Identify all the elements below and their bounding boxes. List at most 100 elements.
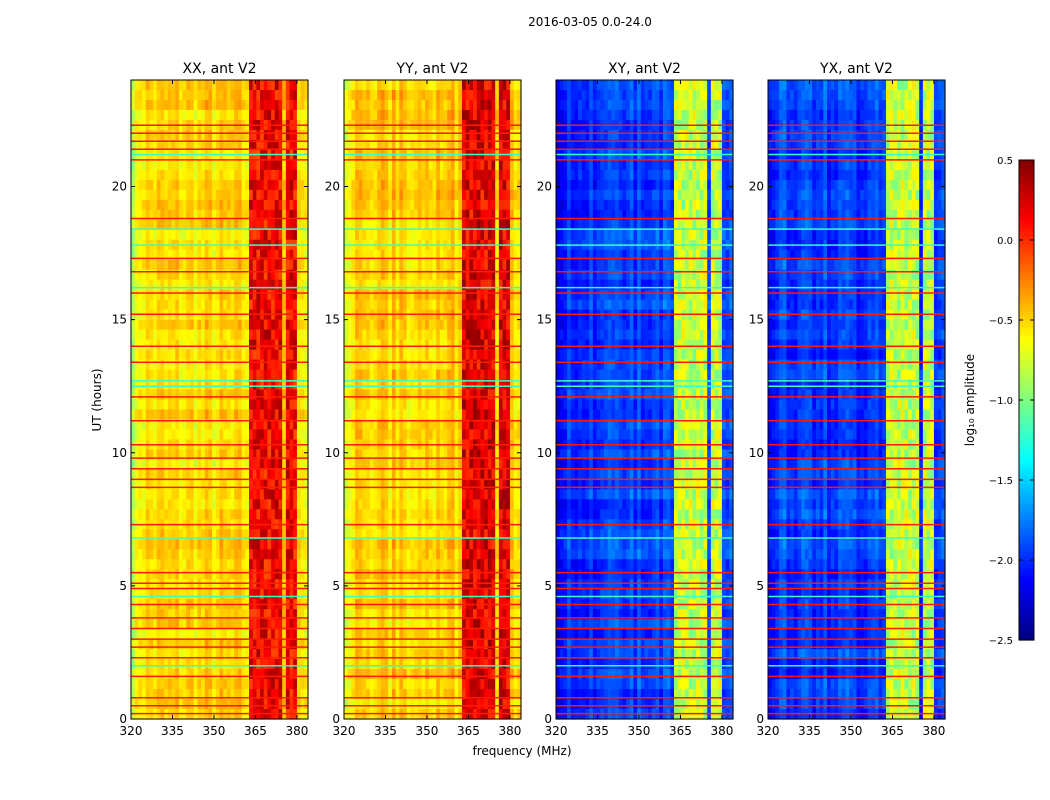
heatmap-cell [395, 449, 400, 461]
heatmap-cell [234, 299, 239, 311]
heatmap-cell [186, 689, 191, 700]
heatmap-cell [212, 359, 217, 371]
heatmap-cell [513, 209, 518, 221]
heatmap-cell [355, 249, 360, 261]
heatmap-cell [131, 529, 136, 540]
heatmap-cell [178, 159, 184, 171]
heatmap-cell [476, 80, 482, 91]
heatmap-cell [293, 579, 298, 590]
heatmap-cell [260, 359, 265, 371]
heatmap-cell [278, 349, 283, 361]
heatmap-cell [417, 459, 423, 470]
heatmap-cell [282, 269, 287, 281]
heatmap-cell [204, 159, 210, 171]
heatmap-cell [421, 359, 426, 371]
heatmap-cell [344, 99, 349, 111]
heatmap-cell [182, 589, 187, 600]
heatmap-cell [208, 269, 213, 281]
heatmap-cell [513, 189, 518, 201]
heatmap-cell [428, 189, 434, 201]
heatmap-cell [201, 359, 206, 371]
heatmap-cell [300, 479, 305, 490]
heatmap-cell [300, 459, 305, 470]
heatmap-cell [226, 479, 232, 490]
heatmap-cell [160, 189, 165, 201]
heatmap-cell [274, 669, 280, 680]
heatmap-cell [197, 679, 202, 690]
heatmap-cell [300, 449, 305, 461]
heatmap-cell [296, 349, 302, 361]
heatmap-cell [282, 459, 287, 470]
heatmap-cell [506, 349, 511, 361]
heatmap-cell [260, 259, 265, 271]
heatmap-cell [271, 589, 276, 600]
heatmap-cell [149, 299, 154, 311]
heatmap-cell [377, 449, 382, 461]
heatmap-cell [252, 609, 257, 620]
heatmap-cell [193, 299, 198, 311]
heatmap-cell [145, 669, 151, 680]
heatmap-cell [388, 379, 393, 391]
heatmap-cell [278, 299, 283, 311]
heatmap-cell [369, 99, 375, 111]
heatmap-cell [344, 279, 349, 291]
heatmap-cell [223, 529, 228, 540]
heatmap-cell [178, 489, 184, 500]
heatmap-cell [131, 139, 136, 151]
heatmap-cell [212, 389, 217, 401]
heatmap-cell [391, 449, 397, 461]
heatmap-cell [237, 429, 243, 441]
heatmap-cell [156, 549, 162, 560]
heatmap-cell [410, 269, 415, 281]
heatmap-cell [300, 269, 305, 281]
heatmap-cell [234, 579, 239, 590]
heatmap-cell [391, 329, 397, 341]
heatmap-cell [417, 329, 423, 341]
heatmap-cell [285, 349, 291, 361]
heatmap-cell [234, 679, 239, 690]
heatmap-cell [391, 389, 397, 401]
heatmap-cell [304, 629, 309, 640]
heatmap-cell [171, 199, 176, 211]
y-tick-label: 10 [112, 446, 127, 460]
heatmap-cell [241, 269, 246, 281]
heatmap-cell [450, 359, 456, 371]
heatmap-cell [186, 159, 191, 171]
heatmap-cell [484, 159, 489, 171]
heatmap-cell [447, 279, 452, 291]
heatmap-cell [406, 369, 411, 381]
heatmap-cell [263, 609, 269, 620]
heatmap-cell [164, 329, 169, 341]
heatmap-cell [476, 259, 482, 271]
heatmap-cell [465, 229, 470, 241]
heatmap-cell [502, 369, 507, 381]
heatmap-cell [377, 269, 382, 281]
heatmap-cell [219, 209, 224, 221]
heatmap-cell [131, 199, 136, 211]
heatmap-cell [237, 319, 243, 331]
heatmap-cell [395, 129, 400, 141]
heatmap-cell [406, 229, 411, 241]
heatmap-cell [465, 269, 470, 281]
heatmap-cell [344, 109, 349, 121]
heatmap-cell [212, 679, 217, 690]
heatmap-cell [491, 229, 496, 241]
heatmap-cell [175, 389, 180, 401]
heatmap-cell [175, 99, 180, 111]
heatmap-cell [208, 629, 213, 640]
heatmap-cell [502, 419, 507, 431]
heatmap-cell [175, 169, 180, 181]
heatmap-cell [197, 299, 202, 311]
heatmap-cell [223, 179, 228, 191]
heatmap-cell [410, 339, 415, 351]
heatmap-cell [425, 329, 430, 341]
heatmap-cell [208, 139, 213, 151]
heatmap-cell [263, 619, 269, 630]
heatmap-cell [186, 389, 191, 401]
heatmap-cell [241, 219, 246, 231]
heatmap-cell [175, 539, 180, 550]
heatmap-cell [274, 249, 280, 261]
heatmap-cell [509, 189, 515, 201]
heatmap-cell [134, 219, 139, 231]
heatmap-cell [491, 409, 496, 421]
